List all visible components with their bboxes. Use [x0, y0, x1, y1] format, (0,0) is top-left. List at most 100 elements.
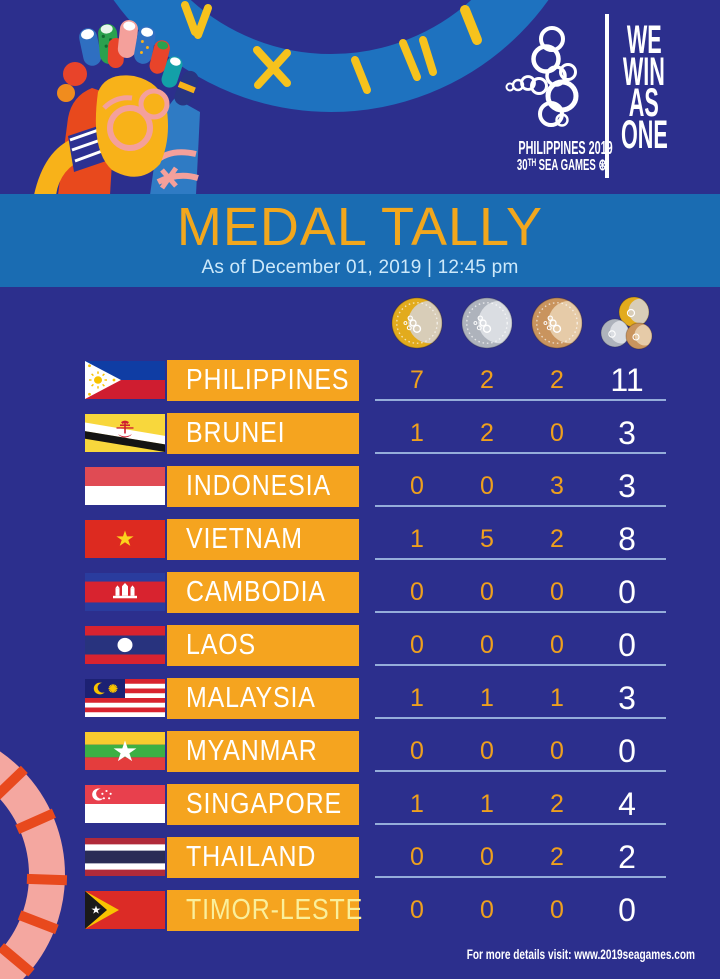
footer-note: For more details visit: www.2019seagames…	[466, 946, 695, 962]
flag-cambodia-icon	[85, 573, 165, 611]
page-subtitle: As of December 01, 2019 | 12:45 pm	[201, 257, 519, 278]
total-count: 0	[618, 627, 636, 663]
total-count: 8	[618, 521, 636, 557]
row-separator	[375, 611, 666, 613]
bronze-count: 0	[550, 631, 564, 659]
gold-medal-icon	[391, 297, 443, 349]
table-row-laos: LAOS 0 0 0 0	[85, 625, 695, 666]
row-separator	[375, 876, 666, 878]
gold-count: 0	[410, 578, 424, 606]
flag-vietnam-icon	[85, 520, 165, 558]
silver-count: 2	[480, 419, 494, 447]
gold-count: 0	[410, 737, 424, 765]
flag-philippines-icon	[85, 361, 165, 399]
country-label-bar: BRUNEI	[167, 413, 359, 454]
table-row-myanmar: MYANMAR 0 0 0 0	[85, 731, 695, 772]
country-label-bar: LAOS	[167, 625, 359, 666]
silver-count: 0	[480, 472, 494, 500]
logo-caption-line2: 30ᵀᴴ SEA GAMES ⊛	[516, 157, 607, 174]
country-label-bar: INDONESIA	[167, 466, 359, 507]
silver-count: 0	[480, 578, 494, 606]
table-row-timor-leste: TIMOR-LESTE 0 0 0 0	[85, 890, 695, 931]
table-row-brunei: BRUNEI 1 2 0 3	[85, 413, 695, 454]
country-label-bar: TIMOR-LESTE	[167, 890, 362, 931]
country-label-bar: MALAYSIA	[167, 678, 359, 719]
country-label-bar: SINGAPORE	[167, 784, 359, 825]
table-row-indonesia: INDONESIA 0 0 3 3	[85, 466, 695, 507]
flag-singapore-icon	[85, 785, 165, 823]
bronze-count: 0	[550, 737, 564, 765]
slogan-we-win-as-one: WE WIN AS ONE	[598, 18, 690, 157]
bronze-count: 0	[550, 896, 564, 924]
row-separator	[375, 505, 666, 507]
clasped-hands-illustration-icon	[34, 20, 200, 195]
silver-count: 2	[480, 366, 494, 394]
seagames-logo-icon	[505, 26, 579, 127]
table-row-singapore: SINGAPORE 1 1 2 4	[85, 784, 695, 825]
gold-count: 0	[410, 843, 424, 871]
gold-count: 0	[410, 631, 424, 659]
row-separator	[375, 452, 666, 454]
country-label-bar: MYANMAR	[167, 731, 359, 772]
country-label-bar: PHILIPPINES	[167, 360, 359, 401]
silver-count: 0	[480, 737, 494, 765]
table-row-philippines: PHILIPPINES 7 2 2 11	[85, 360, 695, 401]
slogan-line: WE	[626, 18, 662, 62]
silver-count: 0	[480, 631, 494, 659]
title-banner: MEDAL TALLY As of December 01, 2019 | 12…	[0, 194, 720, 287]
flag-thailand-icon	[85, 838, 165, 876]
bronze-count: 2	[550, 843, 564, 871]
total-count: 3	[618, 415, 636, 451]
bronze-count: 2	[550, 366, 564, 394]
total-count: 2	[618, 839, 636, 875]
row-separator	[375, 823, 666, 825]
total-count: 0	[618, 733, 636, 769]
country-label-bar: CAMBODIA	[167, 572, 359, 613]
slogan-line: ONE	[620, 112, 668, 157]
row-separator	[375, 770, 666, 772]
logo-divider	[605, 14, 609, 178]
silver-count: 0	[480, 843, 494, 871]
table-row-cambodia: CAMBODIA 0 0 0 0	[85, 572, 695, 613]
total-count: 0	[618, 574, 636, 610]
gold-count: 1	[410, 525, 424, 553]
logo-caption-line1: PHILIPPINES 2019	[518, 138, 613, 158]
row-separator	[375, 558, 666, 560]
medal-column-header	[382, 294, 662, 352]
bronze-medal-icon	[531, 297, 583, 349]
gold-count: 1	[410, 790, 424, 818]
table-row-thailand: THAILAND 0 0 2 2	[85, 837, 695, 878]
gold-count: 0	[410, 896, 424, 924]
bronze-count: 2	[550, 525, 564, 553]
total-count: 0	[618, 892, 636, 928]
bronze-count: 0	[550, 419, 564, 447]
gold-count: 0	[410, 472, 424, 500]
flag-myanmar-icon	[85, 732, 165, 770]
silver-count: 5	[480, 525, 494, 553]
silver-medal-icon	[461, 297, 513, 349]
gold-count: 7	[410, 366, 424, 394]
row-separator	[375, 664, 666, 666]
total-count: 3	[618, 680, 636, 716]
silver-count: 1	[480, 684, 494, 712]
total-count: 3	[618, 468, 636, 504]
table-row-malaysia: MALAYSIA 1 1 1 3	[85, 678, 695, 719]
flag-laos-icon	[85, 626, 165, 664]
silver-count: 1	[480, 790, 494, 818]
medal-tally-table: PHILIPPINES 7 2 2 11	[85, 360, 695, 943]
bronze-count: 2	[550, 790, 564, 818]
total-medals-icon	[600, 296, 653, 350]
total-count: 11	[610, 362, 644, 398]
flag-brunei-icon	[85, 414, 165, 452]
row-separator	[375, 399, 666, 401]
flag-indonesia-icon	[85, 467, 165, 505]
silver-count: 0	[480, 896, 494, 924]
row-separator	[375, 717, 666, 719]
bronze-count: 1	[550, 684, 564, 712]
gold-count: 1	[410, 684, 424, 712]
country-label-bar: VIETNAM	[167, 519, 359, 560]
gold-count: 1	[410, 419, 424, 447]
table-row-vietnam: VIETNAM 1 5 2 8	[85, 519, 695, 560]
page-title: MEDAL TALLY	[176, 197, 544, 257]
